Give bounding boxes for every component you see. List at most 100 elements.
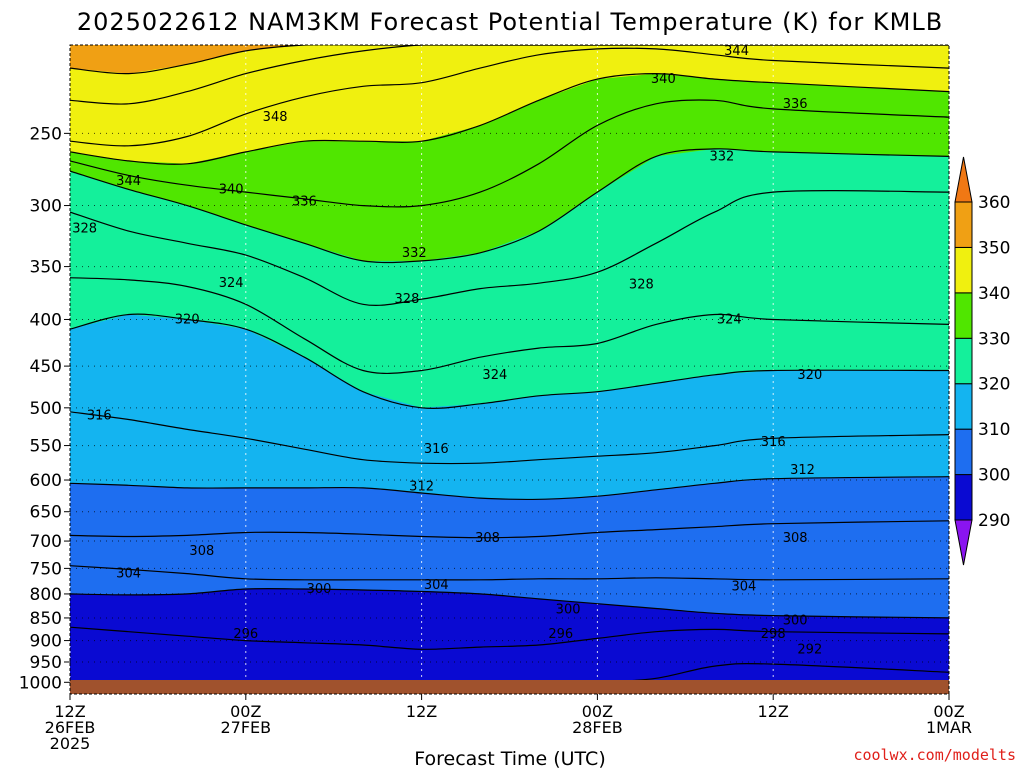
colorbar-segment-350 — [954, 201, 973, 248]
colorbar-segment-330 — [954, 292, 973, 339]
isentrope-336 — [70, 99, 949, 208]
colorbar-segment-320 — [954, 337, 973, 385]
colorbar-label-350: 350 — [978, 238, 1010, 258]
y-tick-label-950: 950 — [30, 653, 62, 673]
contour-label-292: 292 — [797, 642, 822, 657]
x-tick-label-60-1: 00Z — [933, 702, 964, 721]
colorbar-label-320: 320 — [978, 375, 1010, 395]
contour-label-332: 332 — [402, 246, 427, 261]
x-tick-label-36-2: 28FEB — [572, 718, 623, 737]
contour-label-312: 312 — [409, 480, 434, 495]
contour-label-312: 312 — [790, 463, 815, 478]
plot-frame — [69, 44, 950, 695]
fill-band-344 — [70, 45, 949, 146]
y-tick-label-750: 750 — [30, 559, 62, 579]
x-tick-label-0-2: 26FEB — [45, 718, 96, 737]
contour-label-304: 304 — [116, 567, 141, 582]
isentrope-316 — [70, 411, 949, 465]
y-tick-label-600: 600 — [30, 471, 62, 491]
colorbar-label-340: 340 — [978, 284, 1010, 304]
y-tick-label-650: 650 — [30, 503, 62, 523]
y-tick-label-450: 450 — [30, 357, 62, 377]
contour-label-340: 340 — [651, 72, 676, 87]
colorbar-label-300: 300 — [978, 466, 1010, 486]
contour-label-300: 300 — [556, 602, 581, 617]
contour-label-336: 336 — [783, 97, 808, 112]
contour-labels: 344 340 336 348 332 344 340 336 328 332 324 328 328 3… — [72, 44, 822, 657]
contour-label-300: 300 — [783, 613, 808, 628]
x-tick-label-0-1: 12Z — [54, 702, 85, 721]
contour-label-316: 316 — [761, 435, 786, 450]
y-tick-label-800: 800 — [30, 585, 62, 605]
colorbar-low-arrow — [954, 519, 973, 566]
x-axis-label: Forecast Time (UTC) — [414, 748, 605, 768]
contour-label-296: 296 — [548, 627, 573, 642]
contour-label-308: 308 — [189, 544, 214, 559]
isentrope-contours — [70, 45, 949, 680]
x-tick-label-60-2: 1MAR — [926, 718, 972, 737]
isentrope-304 — [70, 565, 949, 581]
contour-label-348: 348 — [263, 110, 288, 125]
contour-label-304: 304 — [424, 578, 449, 593]
x-tick-label-24-1: 12Z — [406, 702, 437, 721]
isentrope-348 — [70, 45, 949, 105]
contour-label-328: 328 — [72, 222, 97, 237]
fill-band-352 — [70, 45, 949, 74]
credit-text: coolwx.com/modelts — [853, 746, 1016, 764]
contour-label-308: 308 — [475, 531, 500, 546]
y-tick-label-850: 850 — [30, 609, 62, 629]
x-tick-label-12-1: 00Z — [230, 702, 261, 721]
y-tick-label-350: 350 — [30, 258, 62, 278]
x-tick-label-12-2: 27FEB — [220, 718, 271, 737]
contour-label-324: 324 — [482, 368, 507, 383]
isentrope-300 — [70, 587, 949, 619]
contour-label-344: 344 — [116, 174, 141, 189]
contour-label-320: 320 — [797, 368, 822, 383]
grid-lines — [70, 45, 949, 680]
y-tick-label-400: 400 — [30, 310, 62, 330]
isentrope-296 — [70, 626, 949, 650]
contour-label-344: 344 — [724, 44, 749, 59]
y-tick-label-250: 250 — [30, 124, 62, 144]
contour-label-316: 316 — [424, 442, 449, 457]
plot-area: 344 340 336 348 332 344 340 336 328 332 324 328 328 3… — [70, 44, 949, 680]
contour-label-324: 324 — [717, 312, 742, 327]
y-tick-label-1000: 1000 — [19, 673, 62, 693]
y-tick-label-900: 900 — [30, 632, 62, 652]
y-tick-label-500: 500 — [30, 399, 62, 419]
contour-label-320: 320 — [175, 312, 200, 327]
ground-strip — [70, 680, 949, 694]
isentrope-320 — [70, 313, 949, 409]
colorbar-label-310: 310 — [978, 420, 1010, 440]
contour-label-336: 336 — [292, 195, 317, 210]
x-tick-label-36-1: 00Z — [582, 702, 613, 721]
contour-label-324: 324 — [219, 276, 244, 291]
pressure-axis: 250 300 350 400 450 500 550 600 650 700 750 800 850 9… — [19, 124, 70, 693]
chart-title: 2025022612 NAM3KM Forecast Potential Tem… — [77, 8, 943, 36]
colorbar-segment-340 — [954, 246, 973, 294]
isentrope-332 — [70, 148, 949, 264]
x-tick-label-48-1: 12Z — [758, 702, 789, 721]
contour-label-296: 296 — [233, 627, 258, 642]
isentrope-352 — [70, 45, 949, 75]
contour-label-328: 328 — [629, 277, 654, 292]
isentrope-324 — [70, 277, 949, 375]
contour-label-332: 332 — [710, 149, 735, 164]
colorbar-segment-290 — [954, 474, 973, 521]
colorbar-segment-300 — [954, 428, 973, 476]
isentrope-308 — [70, 520, 949, 539]
isentrope-344 — [70, 47, 949, 147]
contour-label-308: 308 — [783, 531, 808, 546]
contour-label-328: 328 — [395, 292, 420, 307]
y-tick-label-700: 700 — [30, 532, 62, 552]
isentrope-328 — [70, 190, 949, 306]
fill-band-348 — [70, 45, 949, 104]
colorbar: 290 300 310 320 330 340 350 360 — [954, 156, 1010, 566]
isentrope-292 — [633, 663, 949, 680]
x-tick-label-0-3: 2025 — [50, 734, 91, 753]
isentrope-312 — [70, 476, 949, 501]
y-tick-label-300: 300 — [30, 197, 62, 217]
colorbar-high-arrow — [954, 156, 973, 203]
